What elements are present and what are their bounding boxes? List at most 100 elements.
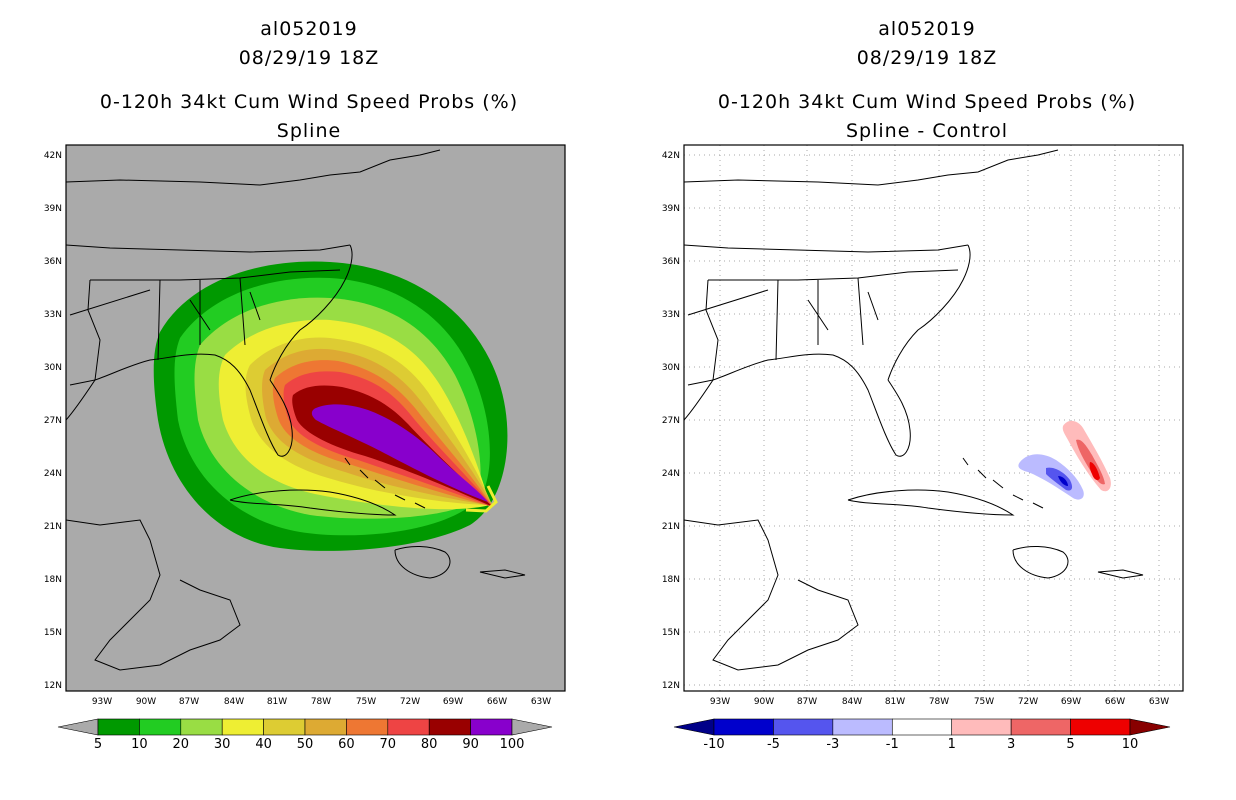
- colorbar-arrow-high: [511, 718, 553, 736]
- colorbar-label: -3: [826, 737, 840, 752]
- colorbar-swatch: [951, 718, 1012, 736]
- lon-tick-label: 78W: [929, 697, 949, 707]
- lon-tick-label: 72W: [1018, 697, 1038, 707]
- lon-tick-label: 75W: [356, 697, 376, 707]
- colorbar-swatch: [180, 718, 223, 736]
- colorbar-swatch: [139, 718, 182, 736]
- lat-tick-label: 18N: [662, 575, 680, 585]
- storm-edge: [465, 485, 498, 513]
- lon-axis: 93W 90W 87W 84W 81W 78W 75W 72W 69W 66W …: [710, 697, 1169, 707]
- lon-tick-label: 78W: [311, 697, 331, 707]
- chart-subtitle: Spline: [276, 120, 342, 142]
- lon-tick-label: 87W: [179, 697, 199, 707]
- lon-tick-label: 90W: [136, 697, 156, 707]
- lon-tick-label: 87W: [797, 697, 817, 707]
- colorbar-label: -1: [885, 737, 899, 752]
- lat-tick-label: 12N: [44, 681, 62, 691]
- right-panel: al052019 08/29/19 18Z 0-120h 34kt Cum Wi…: [618, 0, 1236, 800]
- colorbar-swatch: [387, 718, 430, 736]
- colorbar-swatch: [1010, 718, 1071, 736]
- colorbar-arrow-low: [57, 718, 99, 736]
- lon-axis: 93W 90W 87W 84W 81W 78W 75W 72W 69W 66W …: [92, 697, 551, 707]
- colorbar-arrow-high: [1129, 718, 1171, 736]
- colorbar-label: 90: [462, 737, 479, 752]
- lon-tick-label: 72W: [400, 697, 420, 707]
- chart-subtitle: Spline - Control: [845, 120, 1009, 142]
- lat-tick-label: 27N: [44, 416, 62, 426]
- colorbar-label: 1: [947, 737, 956, 752]
- coastlines: [66, 149, 526, 671]
- colorbar-swatch: [713, 718, 774, 736]
- lon-tick-label: 84W: [224, 697, 244, 707]
- lat-tick-label: 15N: [662, 628, 680, 638]
- lat-tick-label: 24N: [44, 469, 62, 479]
- lon-tick-label: 90W: [754, 697, 774, 707]
- colorbar-swatch: [773, 718, 834, 736]
- lat-tick-label: 36N: [44, 257, 62, 267]
- lat-tick-label: 42N: [662, 151, 680, 161]
- contour-90: [311, 404, 488, 502]
- colorbar-swatch: [346, 718, 389, 736]
- lon-tick-label: 75W: [974, 697, 994, 707]
- colorbar-label: 70: [379, 737, 397, 752]
- colorbar-swatch: [304, 718, 347, 736]
- colorbar: [57, 718, 553, 736]
- forecast-date: 08/29/19 18Z: [238, 47, 380, 69]
- colorbar: [673, 718, 1171, 736]
- colorbar-label: 40: [255, 737, 272, 752]
- colorbar-label: 5: [1066, 737, 1075, 752]
- lon-tick-label: 81W: [885, 697, 905, 707]
- colorbar-label: 10: [1121, 737, 1139, 752]
- lat-tick-label: 33N: [44, 310, 62, 320]
- lon-tick-label: 63W: [1149, 697, 1169, 707]
- forecast-date: 08/29/19 18Z: [856, 47, 998, 69]
- lat-tick-label: 33N: [662, 310, 680, 320]
- lon-tick-label: 63W: [531, 697, 551, 707]
- colorbar-label: 3: [1007, 737, 1016, 752]
- lon-tick-label: 93W: [92, 697, 112, 707]
- lon-tick-label: 84W: [842, 697, 862, 707]
- lon-tick-label: 93W: [710, 697, 730, 707]
- colorbar-swatch: [428, 718, 471, 736]
- colorbar-swatch: [263, 718, 306, 736]
- lon-tick-label: 69W: [443, 697, 463, 707]
- colorbar-label: 80: [420, 737, 438, 752]
- colorbar-swatch: [891, 718, 953, 736]
- map-background: [684, 145, 1183, 691]
- colorbar-label: 60: [338, 737, 355, 752]
- storm-id: al052019: [260, 18, 358, 40]
- lon-tick-label: 66W: [487, 697, 507, 707]
- lat-tick-label: 12N: [662, 681, 680, 691]
- lat-tick-label: 39N: [44, 204, 62, 214]
- colorbar-label: 30: [213, 737, 231, 752]
- map-frame: [65, 144, 566, 692]
- colorbar-swatch: [221, 718, 264, 736]
- lat-tick-label: 27N: [662, 416, 680, 426]
- colorbar-label: -5: [766, 737, 780, 752]
- left-panel: al052019 08/29/19 18Z 0-120h 34kt Cum Wi…: [44, 18, 566, 752]
- lat-tick-label: 30N: [662, 363, 680, 373]
- colorbar-label: 50: [296, 737, 314, 752]
- colorbar-swatch: [1070, 718, 1131, 736]
- map-plot: 42N 39N 36N 33N 30N 27N 24N 21N 18N 15N …: [44, 144, 566, 736]
- lat-tick-label: 21N: [44, 522, 62, 532]
- lon-tick-label: 69W: [1061, 697, 1081, 707]
- colorbar-swatch: [832, 718, 893, 736]
- map-frame: [683, 144, 1184, 692]
- lat-tick-label: 42N: [44, 151, 62, 161]
- lat-tick-label: 18N: [44, 575, 62, 585]
- storm-id: al052019: [878, 18, 976, 40]
- map-plot: 42N 39N 36N 33N 30N 27N 24N 21N 18N 15N …: [662, 144, 1184, 736]
- probability-contours: [153, 261, 508, 551]
- lat-tick-label: 39N: [662, 204, 680, 214]
- colorbar-swatch: [470, 718, 513, 736]
- colorbar-swatch: [97, 718, 140, 736]
- colorbar-label: 5: [93, 737, 103, 752]
- colorbar-arrow-low: [673, 718, 715, 736]
- chart-title: 0-120h 34kt Cum Wind Speed Probs (%): [99, 91, 519, 113]
- colorbar-label: 20: [172, 737, 190, 752]
- lat-tick-label: 30N: [44, 363, 62, 373]
- difference-contours: [1018, 420, 1111, 500]
- chart-title: 0-120h 34kt Cum Wind Speed Probs (%): [717, 91, 1137, 113]
- lat-axis: 42N 39N 36N 33N 30N 27N 24N 21N 18N 15N …: [662, 151, 680, 691]
